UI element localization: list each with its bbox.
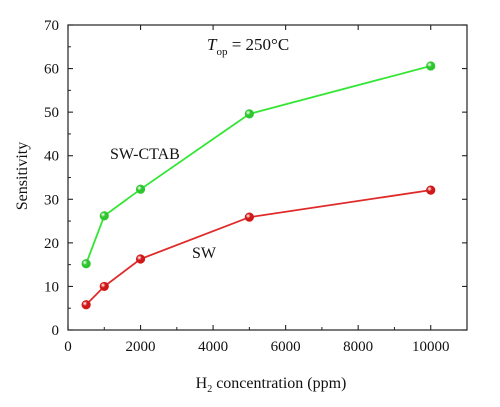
y-tick-label: 20	[44, 236, 59, 252]
x-axis-label-rest: concentration (ppm)	[212, 375, 346, 392]
y-axis-ticks: 0 10 20 30 40 50 60 70	[44, 18, 467, 339]
y-tick-label: 70	[44, 18, 59, 34]
x-tick-label: 8000	[343, 339, 373, 355]
x-axis-label-prefix: H	[196, 375, 208, 392]
x-tick-label: 0	[64, 339, 72, 355]
x-tick-label: 2000	[126, 339, 156, 355]
x-tick-label: 4000	[198, 339, 228, 355]
y-tick-label: 40	[44, 149, 59, 165]
x-tick-label: 6000	[271, 339, 301, 355]
series-line-sw-ctab	[85, 65, 431, 265]
y-tick-label: 50	[44, 105, 59, 121]
y-tick-label: 0	[52, 323, 60, 339]
y-tick-label: 60	[44, 62, 59, 78]
y-axis-label: Sensitivity	[14, 142, 31, 210]
series-label-sw: SW	[192, 245, 217, 262]
plot-border	[67, 24, 468, 331]
annotation-main: T	[207, 35, 218, 54]
operating-temperature-annotation: Top = 250°C	[207, 35, 289, 58]
y-tick-label: 10	[44, 279, 59, 295]
plot-frame	[67, 24, 468, 331]
annotation-subscript: op	[216, 46, 228, 58]
data-point-sw	[99, 281, 109, 292]
data-point-sw	[426, 185, 436, 195]
data-point-sw-ctab	[135, 184, 146, 194]
x-axis-label: H2 concentration (ppm)	[196, 375, 347, 395]
data-point-sw-ctab	[426, 61, 436, 71]
data-point-sw	[81, 300, 91, 310]
data-point-sw-ctab	[244, 109, 254, 119]
x-axis-label-subscript: 2	[207, 384, 212, 395]
series-label-sw-ctab: SW-CTAB	[110, 146, 180, 163]
series-line-sw	[85, 189, 431, 306]
annotation-rest: = 250°C	[227, 35, 289, 54]
data-point-sw-ctab	[81, 259, 91, 269]
x-tick-label: 10000	[412, 339, 450, 355]
data-point-sw-ctab	[99, 211, 109, 221]
data-point-sw	[135, 254, 146, 264]
y-tick-label: 30	[44, 192, 59, 208]
x-axis-ticks: 0 2000 4000 6000 8000 10000	[64, 25, 449, 355]
series-layer	[81, 61, 436, 310]
data-point-sw	[244, 212, 254, 222]
